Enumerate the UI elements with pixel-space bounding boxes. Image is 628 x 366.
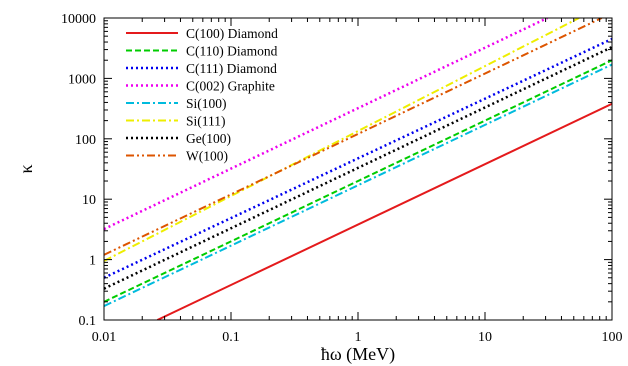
x-axis-title: ħω (MeV) bbox=[321, 344, 395, 365]
y-tick-label: 1000 bbox=[68, 72, 96, 87]
legend-label-8: W(100) bbox=[186, 149, 228, 164]
legend-label-1: C(100) Diamond bbox=[186, 26, 278, 41]
series-line-5 bbox=[104, 63, 612, 307]
y-tick-label: 1 bbox=[89, 254, 96, 269]
series-line-3 bbox=[104, 37, 612, 279]
series-layer bbox=[104, 18, 612, 320]
legend-label-7: Ge(100) bbox=[186, 131, 231, 146]
series-line-8 bbox=[104, 18, 603, 256]
series-line-1 bbox=[156, 102, 612, 320]
series-line-6 bbox=[104, 18, 580, 262]
x-tick-label: 1 bbox=[355, 330, 362, 345]
y-tick-label: 10000 bbox=[61, 12, 96, 27]
series-line-7 bbox=[104, 45, 612, 290]
legend-label-6: Si(111) bbox=[186, 114, 226, 129]
legend: C(100) Diamond C(110) Diamond C(111) Diamo… bbox=[126, 26, 278, 164]
x-tick-label: 100 bbox=[602, 330, 623, 345]
y-axis-title: κ bbox=[16, 164, 36, 173]
x-tick-label: 10 bbox=[478, 330, 492, 345]
legend-label-4: C(002) Graphite bbox=[186, 79, 275, 94]
legend-label-5: Si(100) bbox=[186, 96, 227, 111]
x-tick-label: 0.01 bbox=[92, 330, 117, 345]
legend-label-3: C(111) Diamond bbox=[186, 61, 277, 76]
legend-label-2: C(110) Diamond bbox=[186, 44, 278, 59]
y-tick-label: 0.1 bbox=[79, 314, 97, 329]
y-tick-label: 10 bbox=[82, 193, 96, 208]
x-tick-label: 0.1 bbox=[222, 330, 240, 345]
y-tick-label: 100 bbox=[75, 133, 96, 148]
series-line-2 bbox=[104, 59, 612, 303]
series-line-4 bbox=[104, 18, 548, 231]
